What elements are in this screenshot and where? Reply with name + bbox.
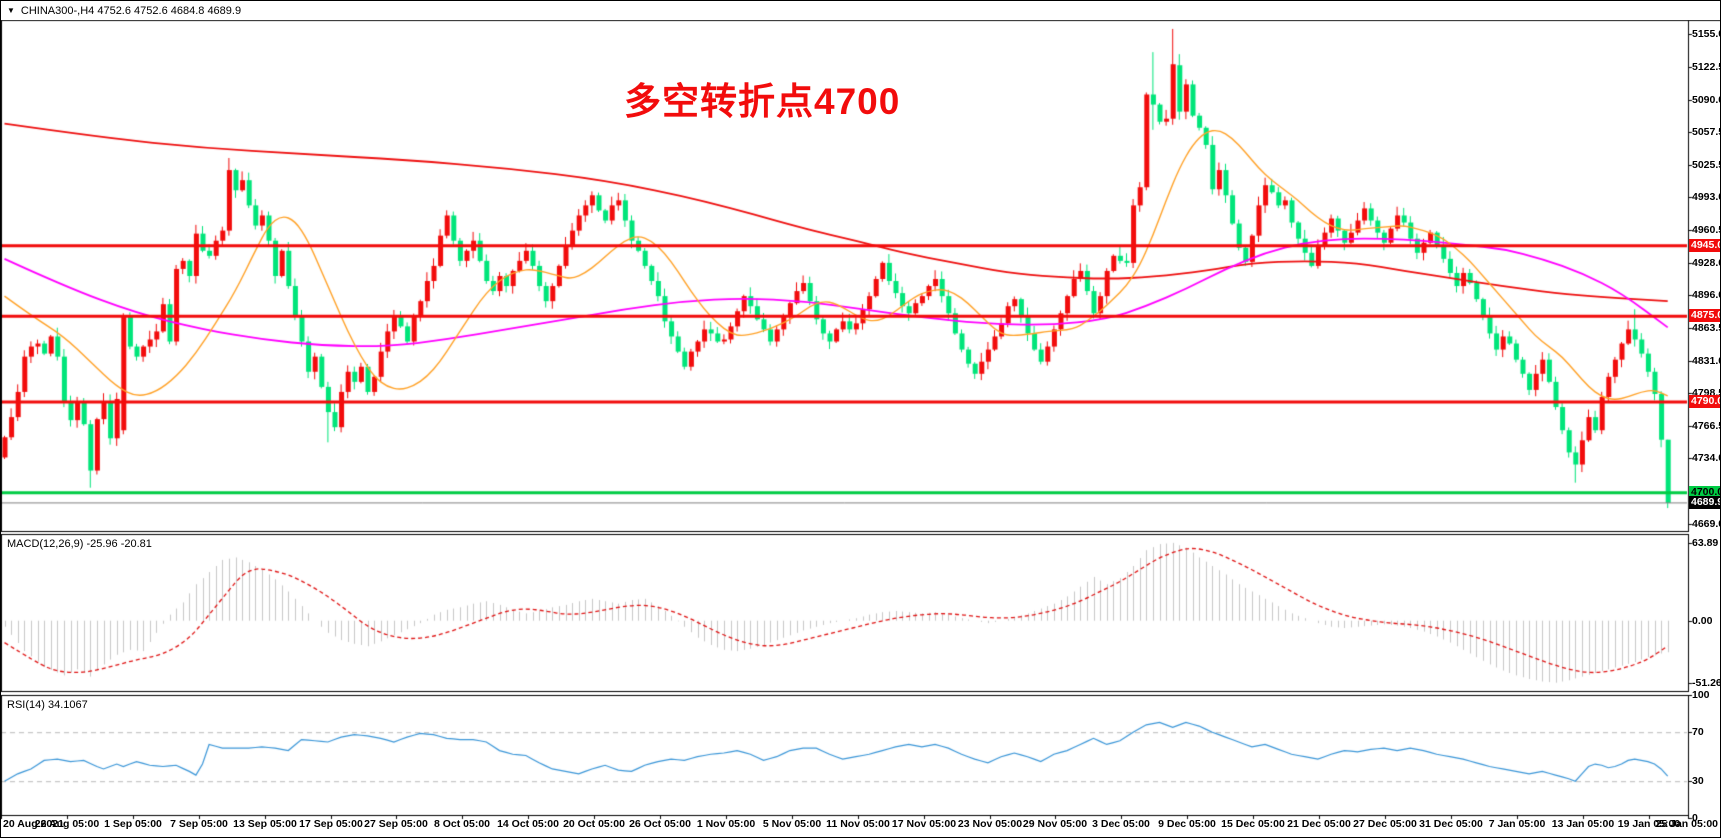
time-axis-label: 7 Sep 05:00 [170,818,228,830]
price-axis-label: 4928.0 [1692,257,1721,269]
price-axis-label: 4896.0 [1692,289,1721,301]
price-axis-label: 4669.0 [1692,518,1721,530]
turning-point-annotation: 多空转折点4700 [624,81,901,122]
time-axis-label: 21 Dec 05:00 [1287,818,1351,830]
chart-title-bar: ▼ CHINA300-,H4 4752.6 4752.6 4684.8 4689… [1,1,1720,20]
price-axis-label: 4993.0 [1692,191,1721,203]
macd-axis-label: -51.26 [1692,677,1721,689]
price-axis-label: 5057.5 [1692,126,1721,138]
time-axis-label: 7 Jan 05:00 [1488,818,1546,830]
time-axis-label: 8 Oct 05:00 [433,818,491,830]
rsi-axis-label: 30 [1692,775,1704,787]
symbol-ohlc-text: CHINA300-,H4 4752.6 4752.6 4684.8 4689.9 [20,4,242,17]
time-axis-label: 14 Oct 05:00 [497,818,559,830]
time-axis-label: 27 Dec 05:00 [1353,818,1417,830]
time-axis-label: 17 Sep 05:00 [299,818,363,830]
time-axis-label: 27 Sep 05:00 [364,818,428,830]
time-axis-label: 25 Jan 05:00 [1655,818,1718,830]
rsi-indicator-label: RSI(14) 34.1067 [7,699,88,711]
macd-axis-label: 0.00 [1692,615,1713,627]
time-axis-label: 13 Jan 05:00 [1551,818,1615,830]
price-axis-label: 4831.0 [1692,355,1721,367]
price-line-tag-red: 4790.0 [1689,395,1721,408]
price-axis-label: 4734.0 [1692,452,1721,464]
time-axis-label: 3 Dec 05:00 [1092,818,1150,830]
time-axis-label: 31 Dec 05:00 [1419,818,1483,830]
time-axis-label: 1 Sep 05:00 [104,818,162,830]
time-axis-label: 9 Dec 05:00 [1158,818,1216,830]
time-axis-label: 5 Nov 05:00 [762,818,822,830]
time-axis-label: 13 Sep 05:00 [233,818,297,830]
time-axis-label: 1 Nov 05:00 [696,818,756,830]
price-axis-label: 5155.0 [1692,28,1721,40]
rsi-axis-label: 70 [1692,726,1704,738]
price-axis-label: 5090.0 [1692,94,1721,106]
time-axis-label: 26 Oct 05:00 [629,818,691,830]
time-axis-label: 17 Nov 05:00 [891,818,957,830]
time-axis-label: 15 Dec 05:00 [1221,818,1285,830]
price-axis-label: 5025.5 [1692,159,1721,171]
time-axis-label: 19 Jan 05:00 [1617,818,1681,830]
price-axis-label: 4960.5 [1692,224,1721,236]
macd-indicator-label: MACD(12,26,9) -25.96 -20.81 [7,538,152,550]
price-line-tag-green: 4700.0 [1689,486,1721,499]
time-axis-label: 11 Nov 05:00 [826,818,890,830]
price-axis-label: 5122.5 [1692,61,1721,73]
time-axis-label: 29 Nov 05:00 [1022,818,1088,830]
time-axis-label: 23 Nov 05:00 [957,818,1023,830]
rsi-axis-label: 0 [1692,812,1698,824]
time-axis-label: 26 Aug 05:00 [34,818,100,830]
price-line-tag-black: 4689.9 [1689,496,1721,509]
rsi-axis-label: 100 [1692,689,1710,701]
price-line-tag-red: 4875.0 [1689,309,1721,322]
macd-axis-label: 63.89 [1692,537,1719,549]
time-axis-label: 20 Oct 05:00 [563,818,625,830]
symbol-dropdown-icon[interactable]: ▼ [7,5,15,15]
price-axis-label: 4766.5 [1692,420,1721,432]
time-axis-label: 20 Aug 2021 [3,818,64,830]
price-axis-label: 4863.5 [1692,322,1721,334]
price-line-tag-red: 4945.0 [1689,239,1721,252]
